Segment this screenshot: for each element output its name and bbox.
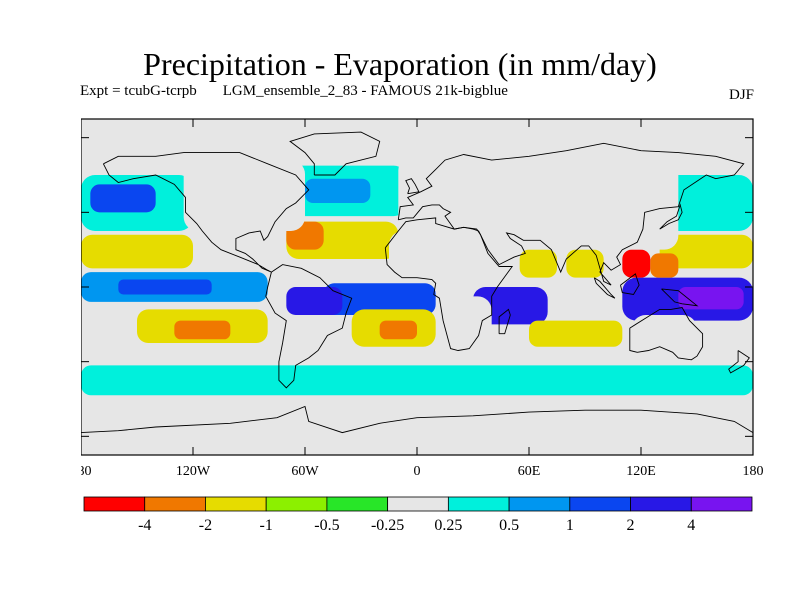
season-label: DJF (728, 87, 754, 103)
coastlines (81, 131, 753, 434)
field-region-itcz-atlantic (323, 283, 436, 315)
lon-tick-label: 120E (626, 464, 656, 479)
colorbar-label: 0.25 (434, 517, 462, 534)
field-region-south-america-convection (286, 287, 343, 315)
coastline-sumatra (593, 277, 616, 299)
coastline-australia (629, 307, 704, 361)
field-region-southern-ocean-core (81, 365, 753, 396)
colorbar-label: -0.5 (314, 517, 339, 534)
field-region-south-indian-subtropics (529, 320, 623, 347)
colorbar-swatch (83, 496, 146, 512)
lon-tick-label: 180 (743, 464, 764, 479)
field-region-arabian-sea-dry (519, 249, 557, 278)
colorbar-swatch (205, 496, 267, 512)
lon-tick-label: 60E (518, 464, 541, 479)
coastline-new-guinea (661, 288, 699, 307)
field-region-antarctica (81, 413, 753, 455)
lon-axis: 180 120W 60W 0 60E 120E 180 (81, 119, 764, 479)
lon-tick-label: 120W (176, 464, 211, 479)
field-region-australia-land (631, 315, 697, 358)
field-region-philippine-sea-dry (650, 253, 679, 278)
field-region-south-pacific-dry (174, 320, 231, 340)
field-region-north-pacific-subtropics (81, 234, 193, 269)
field-region-north-pacific-subtropics-west (659, 234, 753, 269)
field-region-itcz-pacific-core (118, 279, 212, 295)
colorbar-swatch (387, 496, 449, 512)
colorbar-label: -4 (138, 517, 151, 534)
field-region-sahara (389, 231, 492, 278)
lat-axis: 80N40N040S80S (81, 137, 753, 437)
coastline-south-america (265, 264, 353, 389)
field-region-south-africa-land (439, 296, 492, 353)
colorbar-label: -2 (199, 517, 212, 534)
plot-title: Precipitation - Evaporation (in mm/day) (143, 46, 657, 82)
field-region-eurasia-land (398, 156, 679, 250)
lon-tick-label: 180 (81, 464, 92, 479)
colorbar-swatch (326, 496, 389, 512)
coastline-greenland (289, 131, 381, 176)
coastline-africa (384, 217, 514, 351)
field-region-south-atlantic-dry (379, 320, 417, 340)
map-plot: 80N40N040S80S 180 120W 60W 0 60E 120E 180 (81, 118, 764, 479)
colorbar-swatch (265, 496, 328, 512)
field-region-north-america-land (183, 160, 305, 231)
lon-tick-label: 60W (291, 464, 319, 479)
colorbar-swatch (144, 496, 206, 512)
field-region-north-pacific-storm-track (659, 175, 753, 231)
ensemble-label: LGM_ensemble_2_83 - FAMOUS 21k-bigblue (222, 83, 508, 99)
colorbar-label: 4 (687, 517, 695, 534)
colorbar-swatch (569, 496, 631, 512)
colorbar-swatch (508, 496, 571, 512)
coastline-new-zealand (728, 350, 750, 374)
colorbar-swatch (447, 496, 510, 512)
coastline-britain (405, 178, 420, 195)
coastline-borneo (620, 273, 640, 295)
colorbar-swatch (630, 496, 692, 512)
colorbar-label: 2 (627, 517, 635, 534)
field-region-arctic (81, 119, 753, 161)
experiment-subtitle: Expt = tcubG-tcrpb LGM_ensemble_2_83 - FA… (80, 83, 508, 100)
lon-tick-label: 0 (414, 464, 421, 479)
experiment-id: Expt = tcubG-tcrpb (80, 83, 197, 99)
field-region-south-china-sea-dry (622, 249, 651, 278)
colorbar-label: 1 (566, 517, 574, 534)
field-region-bay-of-bengal (566, 249, 604, 278)
colorbar: -4 -2 -1 -0.5 -0.25 0.25 0.5 1 2 4 (83, 496, 753, 534)
colorbar-swatch (690, 496, 753, 512)
colorbar-label: 0.5 (499, 517, 519, 534)
field-region-north-atlantic-core (305, 178, 371, 203)
coastline-antarctica (81, 405, 753, 434)
colorbar-label: -0.25 (371, 517, 404, 534)
colorbar-label: -1 (260, 517, 273, 534)
field-region-north-pacific-core (90, 184, 156, 213)
coastline-japan (659, 203, 683, 230)
pme-field (81, 119, 753, 455)
coastline-north-america (102, 152, 310, 273)
coastline-madagascar (498, 308, 511, 335)
